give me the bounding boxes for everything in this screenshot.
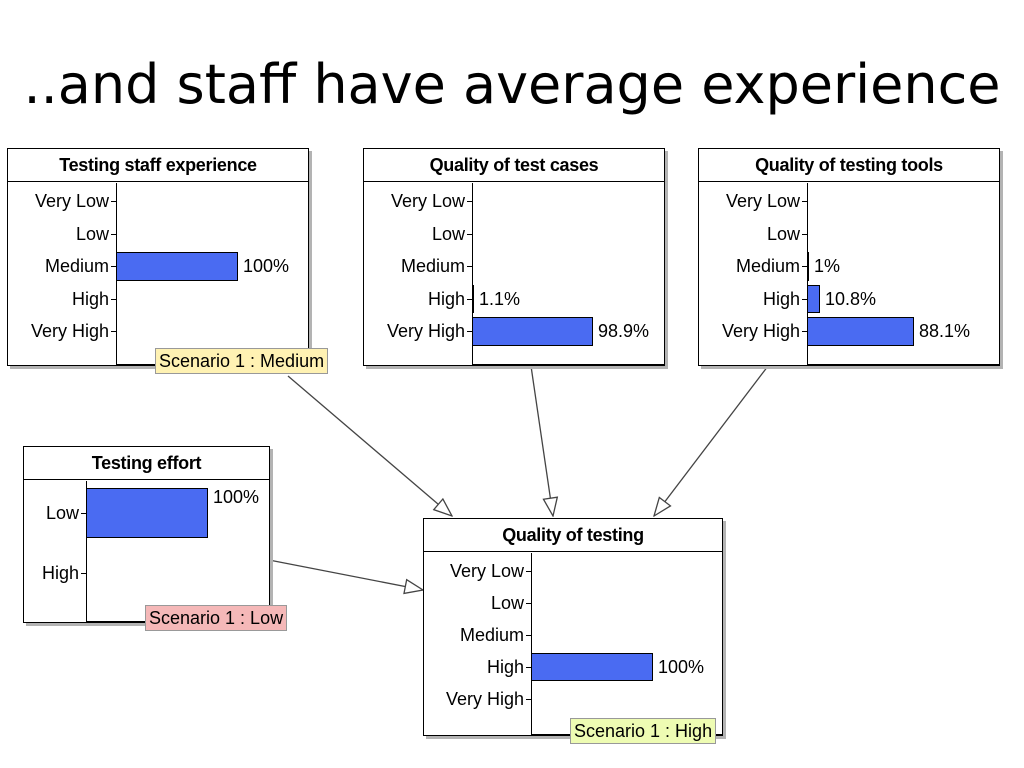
probability-value: 100% bbox=[213, 487, 260, 507]
probability-value: 1.1% bbox=[479, 288, 521, 309]
edge-testing-tools-to-quality bbox=[654, 365, 769, 516]
state-label: Very High bbox=[30, 321, 109, 342]
state-tick bbox=[111, 331, 116, 333]
state-label: Medium bbox=[400, 256, 465, 277]
probability-bar bbox=[116, 252, 238, 281]
node-title: Testing effort bbox=[24, 447, 269, 480]
state-label: Very Low bbox=[390, 191, 465, 212]
state-tick bbox=[526, 603, 531, 604]
state-tick bbox=[526, 571, 531, 572]
state-label: Low bbox=[766, 223, 800, 244]
node-title: Quality of testing tools bbox=[699, 149, 999, 182]
probability-value: 100% bbox=[658, 657, 705, 677]
node-title: Testing staff experience bbox=[8, 149, 308, 182]
state-label: Low bbox=[431, 223, 465, 244]
state-tick bbox=[111, 266, 116, 268]
scenario-label-low: Scenario 1 : Low bbox=[145, 605, 288, 631]
node-quality-of-testing-tools[interactable]: Quality of testing tools Very Low Low Medi… bbox=[698, 148, 1000, 366]
state-label: Medium bbox=[44, 256, 109, 277]
state-tick bbox=[526, 667, 531, 668]
state-label: Very High bbox=[386, 321, 465, 342]
probability-bar bbox=[86, 488, 208, 538]
state-tick bbox=[467, 298, 472, 300]
scenario-label-high: Scenario 1 : High bbox=[570, 718, 717, 744]
state-label: High bbox=[486, 657, 524, 677]
state-tick bbox=[802, 233, 807, 235]
state-tick bbox=[111, 201, 116, 203]
state-tick bbox=[526, 635, 531, 636]
edge-staff-experience-to-quality bbox=[287, 375, 452, 516]
state-tick bbox=[467, 201, 472, 203]
probability-bar bbox=[807, 252, 809, 281]
probability-plot bbox=[472, 183, 664, 365]
state-label: Medium bbox=[735, 256, 800, 277]
probability-value: 98.9% bbox=[598, 321, 650, 342]
state-tick bbox=[802, 266, 807, 268]
state-label: High bbox=[71, 288, 109, 309]
state-label: Low bbox=[490, 593, 524, 613]
state-tick bbox=[802, 201, 807, 203]
state-tick bbox=[802, 331, 807, 333]
state-label: High bbox=[41, 563, 79, 583]
node-title: Quality of test cases bbox=[364, 149, 664, 182]
node-title: Quality of testing bbox=[424, 519, 722, 552]
node-testing-staff-experience[interactable]: Testing staff experience Very Low Low Medi… bbox=[7, 148, 309, 366]
probability-plot bbox=[531, 553, 722, 735]
state-tick bbox=[111, 233, 116, 235]
node-testing-effort[interactable]: Testing effort Low 100% High bbox=[23, 446, 270, 623]
edge-test-cases-to-quality bbox=[530, 365, 553, 516]
state-tick bbox=[467, 331, 472, 333]
state-label: Very Low bbox=[449, 561, 524, 581]
state-label: Very Low bbox=[34, 191, 109, 212]
probability-value: 10.8% bbox=[825, 288, 877, 309]
state-tick bbox=[802, 298, 807, 300]
probability-bar bbox=[807, 317, 914, 346]
node-quality-of-test-cases[interactable]: Quality of test cases Very Low Low Medium H… bbox=[363, 148, 665, 366]
state-tick bbox=[526, 699, 531, 700]
state-tick bbox=[467, 266, 472, 268]
state-tick bbox=[467, 233, 472, 235]
state-tick bbox=[111, 298, 116, 300]
probability-bar bbox=[472, 317, 593, 346]
probability-bar bbox=[472, 284, 474, 313]
state-label: High bbox=[762, 288, 800, 309]
state-label: High bbox=[427, 288, 465, 309]
state-tick bbox=[81, 513, 86, 514]
state-label: Low bbox=[45, 503, 79, 523]
state-label: Medium bbox=[459, 625, 524, 645]
probability-value: 100% bbox=[243, 256, 290, 277]
state-tick bbox=[81, 573, 86, 574]
slide-title: ..and staff have average experience bbox=[23, 53, 1001, 116]
state-label: Low bbox=[75, 223, 109, 244]
state-label: Very High bbox=[445, 689, 524, 709]
probability-bar bbox=[807, 284, 820, 313]
state-label: Very Low bbox=[725, 191, 800, 212]
scenario-label-medium: Scenario 1 : Medium bbox=[155, 348, 329, 374]
node-quality-of-testing[interactable]: Quality of testing Very Low Low Medium High… bbox=[423, 518, 723, 736]
edge-testing-effort-to-quality bbox=[268, 559, 423, 590]
state-label: Very High bbox=[721, 321, 800, 342]
probability-value: 88.1% bbox=[919, 321, 971, 342]
probability-bar bbox=[531, 653, 653, 681]
probability-value: 1% bbox=[814, 256, 841, 277]
